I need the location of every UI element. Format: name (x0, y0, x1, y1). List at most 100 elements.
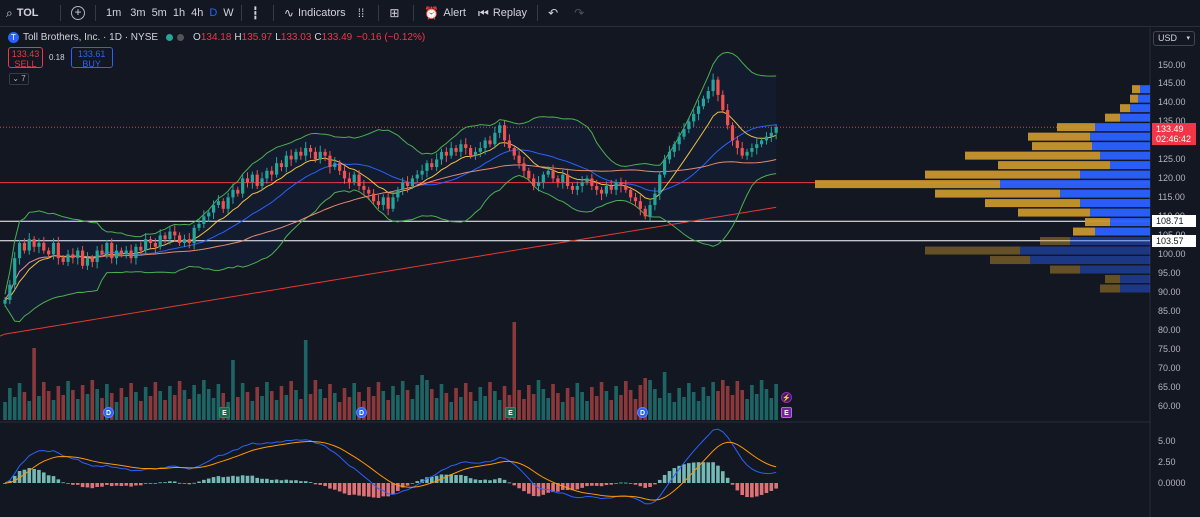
price-axis-label: 70.00 (1158, 363, 1181, 374)
candle-body (37, 242, 41, 247)
replay-button[interactable]: ⏮ Replay (472, 0, 533, 27)
candle-body (279, 163, 284, 168)
volume-bar (308, 394, 313, 420)
redo-icon: ↷ (574, 6, 585, 20)
dividend-icon[interactable]: D (356, 407, 367, 418)
redo-button[interactable]: ↷ (568, 0, 594, 27)
dividend-icon[interactable]: D (637, 407, 648, 418)
volume-bar (551, 384, 555, 420)
volume-profile-bar-up (1120, 284, 1150, 293)
volume-bar (619, 395, 623, 420)
earnings-icon[interactable]: E (505, 407, 516, 418)
candle-body (536, 182, 541, 187)
macd-histogram-bar (303, 481, 308, 483)
chart-type-button[interactable]: ┇ (246, 0, 269, 27)
compare-button[interactable]: + (65, 0, 91, 27)
plus-circle-icon: + (71, 6, 85, 20)
toolbar-divider (378, 5, 380, 21)
volume-bar (594, 396, 599, 420)
interval-4h[interactable]: 4h (191, 7, 204, 19)
interval-1m[interactable]: 1m (106, 7, 122, 19)
volume-bar (648, 380, 652, 420)
macd-histogram-bar (279, 480, 284, 483)
macd-histogram-bar (308, 482, 313, 483)
macd-signal-line (4, 440, 777, 501)
candle-body (376, 201, 381, 205)
candle-body (507, 140, 511, 149)
layouts-button[interactable]: ⊞ (383, 0, 409, 27)
sell-button[interactable]: 133.43 SELL (8, 47, 43, 69)
candle-body (454, 148, 458, 152)
indicators-collapse-button[interactable]: ⌄ 7 (9, 73, 29, 85)
buy-button[interactable]: 133.61 BUY (70, 47, 113, 69)
macd-histogram-bar (400, 483, 405, 488)
candle-body (599, 189, 604, 194)
candle-body (590, 178, 594, 187)
macd-histogram-bar (570, 483, 575, 491)
volume-bar (318, 389, 323, 420)
interval-1w[interactable]: W (223, 7, 234, 19)
last-price: 133.49 (1156, 124, 1184, 134)
alert-button[interactable]: ⏰ Alert (418, 0, 472, 27)
macd-histogram-bar (236, 476, 240, 483)
last-price-tag: 133.49 02:46:42 (1152, 123, 1196, 145)
interval-5m[interactable]: 5m (151, 7, 167, 19)
volume-bar (231, 360, 235, 420)
volume-profile-bar-up (1100, 151, 1150, 160)
volume-bar (279, 386, 284, 420)
volume-bar (366, 387, 371, 420)
flash-news-icon[interactable]: ⚡ (781, 392, 792, 403)
candle-body (692, 113, 696, 122)
volume-profile-bar-down (1040, 237, 1070, 246)
volume-bar (333, 393, 337, 420)
macd-histogram-bar (148, 483, 153, 484)
macd-histogram-bar (444, 474, 449, 483)
candle-body (95, 250, 99, 262)
symbol-description[interactable]: Toll Brothers, Inc. · 1D · NYSE (23, 32, 159, 43)
candle-body (502, 125, 507, 141)
interval-3m[interactable]: 3m (130, 7, 146, 19)
templates-button[interactable]: ⁞⁞ (352, 0, 375, 27)
company-logo-icon: T (8, 32, 19, 43)
close-label: C (314, 32, 322, 43)
candles-icon: ┇ (251, 6, 259, 20)
interval-1h[interactable]: 1h (172, 7, 186, 19)
volume-profile-bar-up (1070, 237, 1150, 246)
macd-histogram-bar (745, 483, 749, 498)
dividend-icon[interactable]: D (103, 407, 114, 418)
macd-histogram-bar (594, 483, 599, 486)
volume-profile-bar-up (1060, 189, 1150, 198)
volume-bar (61, 395, 65, 420)
upcoming-earnings-icon[interactable]: E (781, 407, 792, 418)
volume-bar (109, 393, 114, 420)
candle-body (774, 127, 778, 133)
volume-bar (80, 385, 85, 420)
currency-select[interactable]: ▾ USD (1153, 31, 1195, 46)
interval-1d[interactable]: D (209, 7, 218, 19)
symbol-search[interactable]: ⌕ TOL (0, 0, 56, 27)
low-label: L (275, 32, 281, 43)
indicators-button[interactable]: ∿ Indicators (278, 0, 352, 27)
macd-histogram-bar (71, 483, 75, 485)
volume-profile-bar-up (1030, 256, 1150, 265)
candle-body (769, 132, 773, 137)
macd-histogram-bar (420, 479, 424, 483)
candle-body (144, 239, 148, 251)
volume-bar (633, 399, 638, 420)
volume-profile-bar-down (985, 199, 1080, 208)
earnings-icon[interactable]: E (219, 407, 230, 418)
chart-legend: T Toll Brothers, Inc. · 1D · NYSE O 134.… (8, 32, 425, 43)
macd-axis-label: 5.00 (1158, 436, 1176, 446)
macd-histogram-bar (90, 483, 95, 489)
candle-body (211, 204, 216, 213)
macd-histogram-bar (197, 481, 201, 483)
candle-body (595, 186, 599, 190)
volume-profile-bar-down (965, 151, 1100, 160)
macd-histogram-bar (124, 483, 129, 486)
volume-bar (497, 400, 502, 420)
candle-body (265, 170, 269, 179)
macd-histogram-bar (250, 475, 255, 483)
macd-histogram-bar (648, 483, 652, 487)
undo-button[interactable]: ↶ (542, 0, 568, 27)
